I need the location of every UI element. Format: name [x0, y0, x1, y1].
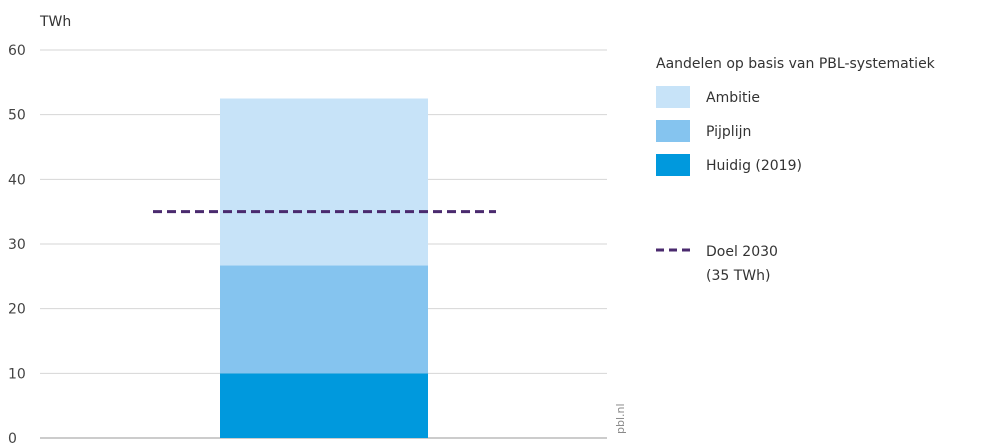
legend-title: Aandelen op basis van PBL-systematiek — [656, 56, 936, 72]
y-tick-label: 40 — [8, 172, 26, 188]
legend-swatch — [656, 120, 690, 142]
source-credit: pbl.nl — [614, 403, 627, 434]
y-tick-label: 60 — [8, 43, 26, 59]
legend-label: Ambitie — [706, 90, 760, 106]
y-tick-label: 30 — [8, 237, 26, 253]
legend-label: Pijplijn — [706, 124, 751, 140]
bar-segment-huidig-2019 — [220, 373, 428, 438]
legend-label: Huidig (2019) — [706, 158, 802, 174]
y-tick-label: 0 — [8, 431, 17, 443]
legend: Aandelen op basis van PBL-systematiek Am… — [656, 56, 936, 284]
legend-target-sublabel: (35 TWh) — [706, 268, 770, 284]
y-tick-label: 20 — [8, 302, 26, 318]
y-axis-unit-label: TWh — [39, 14, 71, 30]
y-tick-label: 10 — [8, 366, 26, 382]
legend-target-label: Doel 2030 — [706, 244, 778, 260]
y-tick-label: 50 — [8, 108, 26, 124]
legend-swatch — [656, 154, 690, 176]
bar-stack — [220, 98, 428, 438]
y-axis: 0 10 20 30 40 50 60 — [8, 43, 26, 443]
bar-segment-ambitie — [220, 98, 428, 266]
legend-swatch — [656, 86, 690, 108]
bar-segment-pijplijn — [220, 265, 428, 374]
